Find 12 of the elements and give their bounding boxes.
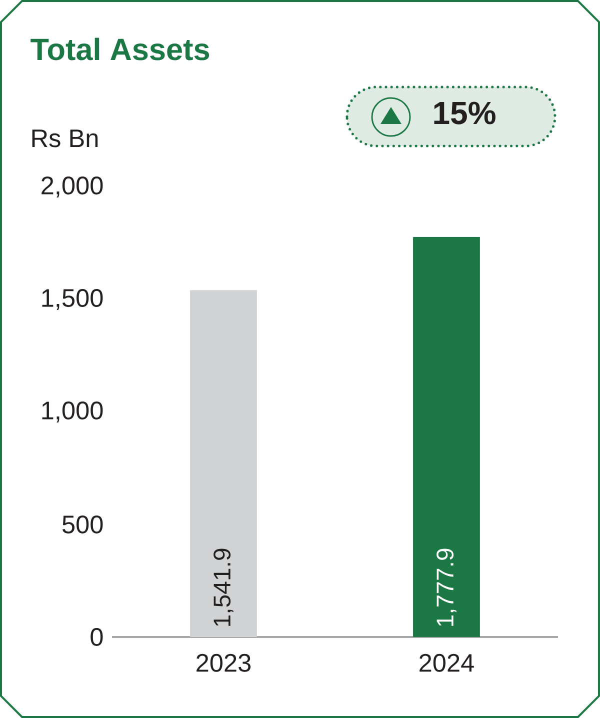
text: 15% [434, 102, 496, 124]
y-axis-title: Rs Bn [32, 130, 98, 148]
data-label: 1,777.9 [436, 548, 456, 626]
y-tick-label: 0 [90, 628, 103, 646]
data-label: 1,541.9 [214, 548, 234, 626]
y-tick-label: 1,500 [42, 289, 103, 310]
y-tick-label: 2,000 [42, 176, 103, 198]
chart-title: Total Assets [30, 38, 210, 60]
y-tick-label: 1,000 [42, 402, 103, 422]
y-tick-label: 500 [62, 516, 103, 534]
x-tick-label: 2023 [196, 654, 251, 672]
x-tick-label: 2024 [420, 654, 474, 672]
